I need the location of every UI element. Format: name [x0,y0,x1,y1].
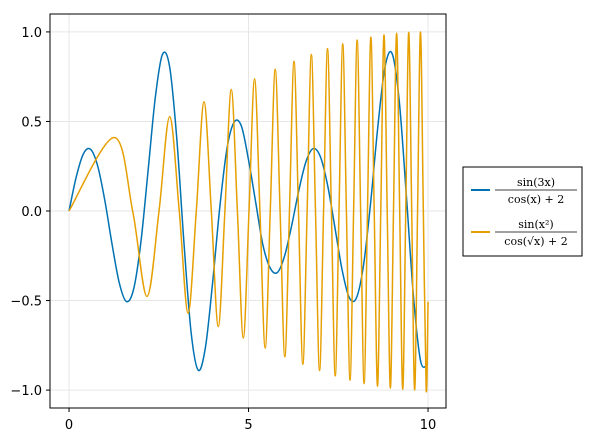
legend-box [462,166,583,257]
legend-denominator: cos(√x) + 2 [504,235,567,248]
y-tick-label: 0.0 [21,205,42,220]
plot-frame [49,13,447,409]
legend-denominator: cos(x) + 2 [508,193,564,206]
y-tick-label: 1.0 [21,26,42,41]
y-tick-label: 0.5 [21,115,42,130]
legend: sin(3x) cos(x) + 2 sin(x²) cos(√x) + 2 [462,166,583,257]
y-tick-label: −1.0 [10,384,42,399]
y-tick-label: −0.5 [10,295,42,310]
x-tick-label: 10 [420,418,437,433]
legend-numerator: sin(x²) [518,218,553,231]
legend-numerator: sin(3x) [517,176,555,189]
x-tick-label: 0 [65,418,73,433]
x-tick-label: 5 [244,418,252,433]
series-line [68,31,429,393]
series-line [68,50,429,372]
